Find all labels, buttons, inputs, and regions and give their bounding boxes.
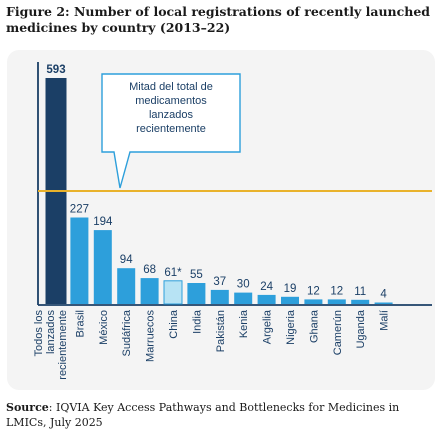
- bar-14: [374, 302, 393, 304]
- category-label-7: Pakistán: [215, 310, 227, 352]
- category-label-10: Nigeria: [285, 309, 297, 345]
- category-label-13: Uganda: [355, 309, 367, 348]
- value-label-14: 4: [380, 289, 387, 301]
- value-label-3: 94: [120, 254, 133, 266]
- category-label-1: Brasil: [74, 310, 86, 338]
- bar-7: [210, 289, 229, 304]
- category-label-0-line-0: Todos los: [33, 310, 45, 357]
- category-label-8: Kenia: [238, 309, 250, 338]
- value-label-1: 227: [70, 204, 89, 216]
- category-label-0-line-2: recientemente: [57, 310, 69, 380]
- bar-3: [117, 268, 136, 304]
- source-label: Source: [6, 401, 49, 414]
- value-label-9: 24: [260, 281, 273, 293]
- figure-title-line2: medicines by country (2013–22): [6, 20, 231, 35]
- value-label-8: 30: [237, 279, 250, 291]
- category-label-11: Ghana: [308, 309, 320, 343]
- category-label-2: México: [98, 310, 110, 345]
- value-label-5: 61*: [164, 267, 182, 279]
- figure-title-line1: Figure 2: Number of local registrations …: [6, 4, 431, 19]
- value-label-12: 12: [330, 285, 343, 297]
- bar-5: [163, 280, 183, 305]
- bar-4: [140, 278, 159, 304]
- annotation-text-line-0: Mitad del total de: [129, 81, 213, 93]
- value-label-0: 593: [46, 64, 65, 76]
- category-label-6: India: [191, 309, 203, 334]
- annotation-callout-box: [101, 73, 241, 189]
- bar-12: [327, 299, 346, 304]
- bar-10: [281, 296, 299, 304]
- bar-11: [304, 299, 323, 304]
- value-label-13: 11: [354, 286, 366, 298]
- category-label-3: Sudáfrica: [121, 309, 133, 356]
- value-label-2: 194: [93, 216, 113, 228]
- value-label-10: 19: [284, 283, 297, 295]
- bar-13: [351, 299, 370, 304]
- category-label-9: Argelia: [262, 309, 274, 344]
- value-label-4: 68: [143, 264, 156, 276]
- source-text: : IQVIA Key Access Pathways and Bottlene…: [6, 401, 400, 429]
- category-label-12: Camerún: [332, 310, 344, 355]
- value-label-11: 12: [307, 285, 320, 297]
- source-note: Source: IQVIA Key Access Pathways and Bo…: [6, 400, 438, 430]
- figure-title: Figure 2: Number of local registrations …: [6, 4, 438, 36]
- category-label-5: China: [168, 309, 180, 339]
- value-label-6: 55: [190, 269, 203, 281]
- bar-1: [70, 217, 89, 304]
- value-label-7: 37: [213, 276, 226, 288]
- annotation-text-line-2: lanzados: [149, 109, 194, 121]
- annotation-text-line-3: recientemente: [136, 123, 206, 135]
- bar-8: [234, 292, 253, 304]
- bar-2: [93, 230, 112, 304]
- category-label-14: Malí: [379, 310, 391, 331]
- category-label-4: Marruecos: [145, 310, 157, 362]
- bar-6: [187, 283, 206, 304]
- bar-9: [257, 294, 276, 304]
- category-label-0-line-1: lanzados: [45, 310, 57, 355]
- annotation-text-line-1: medicamentos: [135, 95, 207, 107]
